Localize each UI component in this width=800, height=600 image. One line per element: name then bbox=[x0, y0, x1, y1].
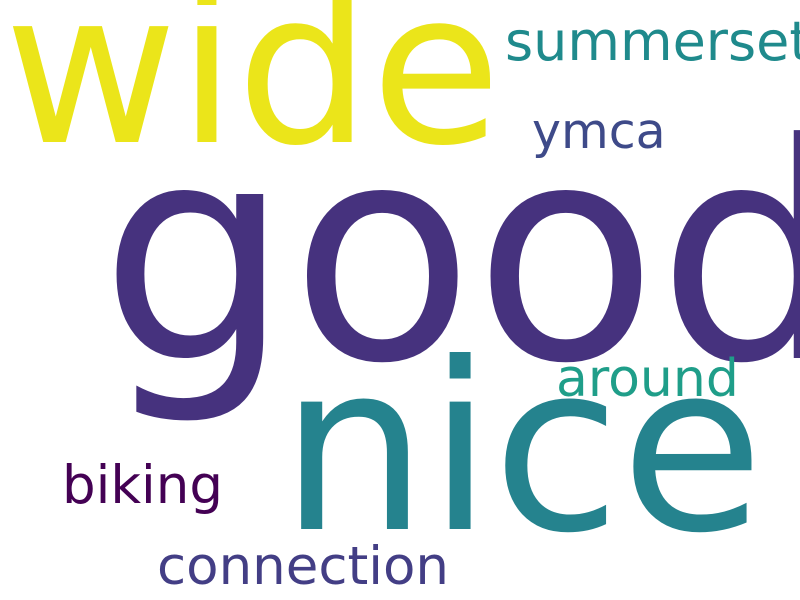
word-biking: biking bbox=[62, 455, 224, 516]
word-around: around bbox=[556, 349, 739, 409]
word-nice: nice bbox=[280, 313, 764, 584]
word-ymca: ymca bbox=[532, 103, 666, 160]
word-wide: wide bbox=[4, 0, 502, 192]
word-good: good bbox=[100, 80, 800, 429]
word-connection: connection bbox=[157, 536, 450, 597]
word-summerset: summerset bbox=[505, 10, 800, 73]
